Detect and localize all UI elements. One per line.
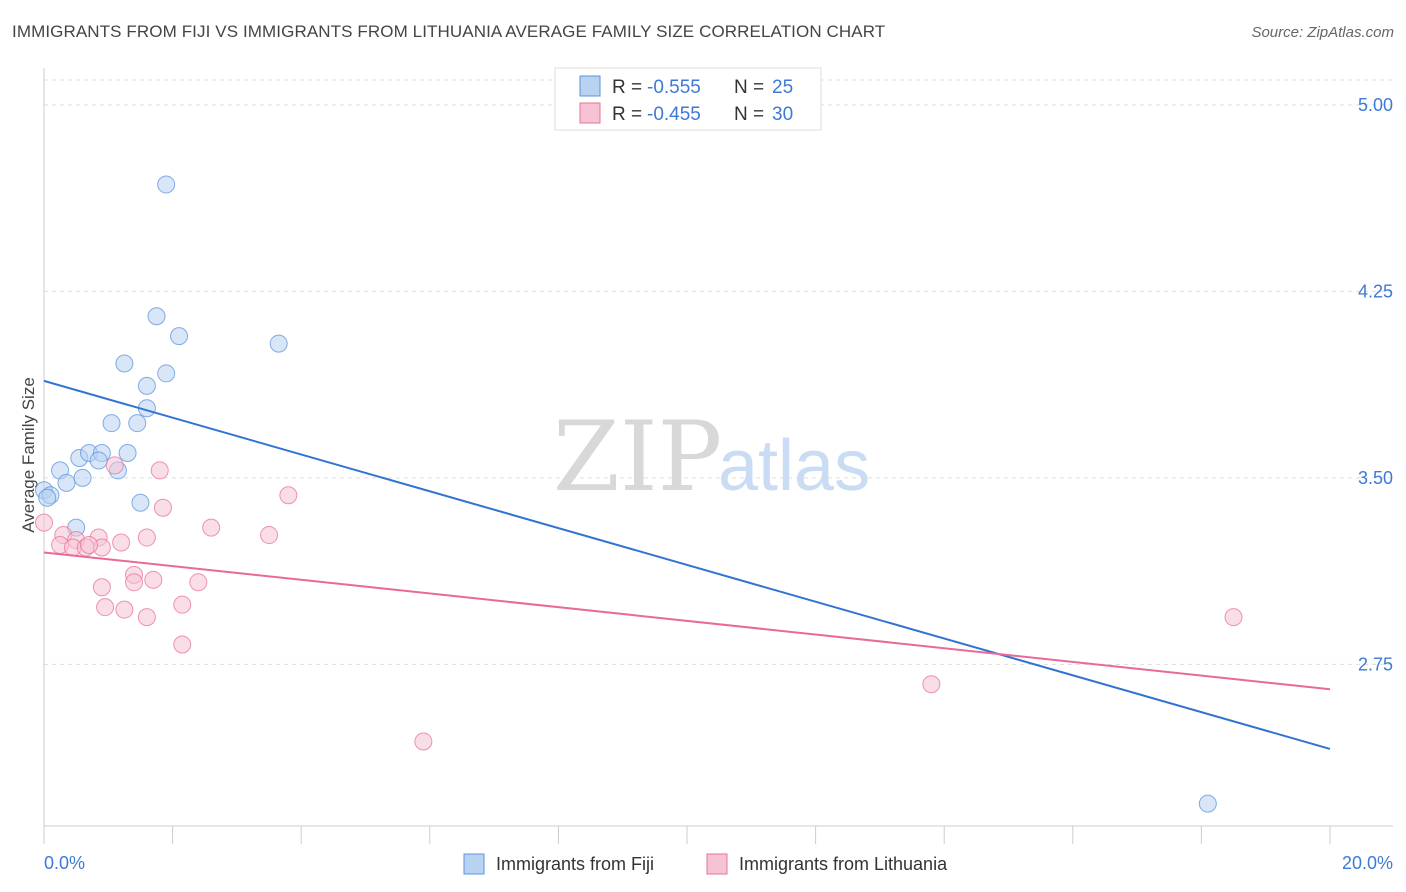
- legend-swatch-fiji: [579, 75, 601, 97]
- fiji-point: [157, 175, 176, 194]
- fiji-point: [157, 364, 176, 383]
- lithuania-point: [125, 573, 144, 592]
- fiji-point: [118, 444, 137, 462]
- lithuania-point: [96, 598, 115, 617]
- lithuania-point: [153, 498, 172, 517]
- legend-fiji-r-label: R =: [612, 77, 642, 98]
- lithuania-point: [92, 578, 111, 597]
- lithuania-trend-line: [43, 551, 1331, 691]
- lithuania-point: [137, 528, 156, 547]
- y-tick-label: 4.25: [1358, 281, 1393, 301]
- bottom-legend-fiji-label: Immigrants from Fiji: [496, 854, 654, 874]
- legend-lithuania-r-label: R =: [612, 104, 642, 125]
- fiji-point: [38, 488, 57, 507]
- lithuania-point: [137, 608, 156, 627]
- legend-swatch-lithuania: [579, 102, 601, 124]
- bottom-legend-swatch-lithuania: [706, 853, 728, 875]
- source-label: Source: ZipAtlas.com: [1251, 24, 1394, 41]
- grid-layer: [44, 79, 1393, 665]
- chart-title: IMMIGRANTS FROM FIJI VS IMMIGRANTS FROM …: [12, 22, 886, 41]
- lithuania-point: [150, 461, 169, 480]
- lithuania-point: [279, 486, 298, 505]
- y-tick-label: 2.75: [1358, 654, 1393, 674]
- lithuania-point: [1224, 608, 1243, 627]
- y-tick-label: 3.50: [1358, 468, 1393, 488]
- bottom-legend-swatch-fiji: [463, 853, 485, 875]
- lithuania-point: [144, 570, 163, 589]
- lithuania-point: [112, 533, 131, 552]
- x-tick-label-min: 0.0%: [44, 853, 85, 873]
- lithuania-point: [202, 518, 221, 537]
- y-tick-label: 5.00: [1358, 95, 1393, 115]
- lithuania-point: [173, 595, 192, 614]
- fiji-point: [137, 376, 156, 395]
- lithuania-point: [35, 513, 53, 532]
- bottom-legend-lithuania-label: Immigrants from Lithuania: [739, 854, 948, 874]
- watermark-atlas: atlas: [718, 426, 870, 506]
- fiji-point: [102, 414, 121, 433]
- fiji-point: [89, 451, 108, 470]
- lithuania-point: [80, 536, 99, 555]
- bottom-legend: Immigrants from Fiji Immigrants from Lit…: [463, 853, 948, 875]
- fiji-point: [170, 327, 189, 346]
- lithuania-point: [115, 600, 134, 619]
- lithuania-point: [922, 675, 941, 694]
- lithuania-point: [414, 732, 433, 751]
- correlation-legend: R = -0.555 N = 25 R = -0.455 N = 30: [554, 67, 822, 131]
- fiji-trend-line: [43, 379, 1331, 750]
- legend-lithuania-n-label: N =: [734, 104, 764, 125]
- y-axis-label: Average Family Size: [19, 377, 38, 533]
- fiji-point: [128, 414, 147, 433]
- fiji-point: [57, 473, 76, 492]
- fiji-point: [1198, 794, 1217, 813]
- legend-lithuania-n-value: 30: [772, 104, 793, 125]
- legend-fiji-r-value: -0.555: [647, 77, 701, 98]
- watermark-zip: ZIP: [553, 401, 722, 513]
- fiji-points: [35, 175, 1217, 813]
- fiji-point: [115, 354, 134, 373]
- fiji-point: [73, 468, 92, 487]
- lithuania-point: [189, 573, 208, 592]
- fiji-point: [269, 334, 288, 353]
- legend-fiji-n-label: N =: [734, 77, 764, 98]
- fiji-point: [147, 307, 166, 326]
- lithuania-point: [173, 635, 192, 654]
- trend-lines: [43, 379, 1331, 750]
- axis-layer: [43, 68, 1393, 844]
- x-tick-label-max: 20.0%: [1342, 853, 1393, 873]
- lithuania-point: [105, 456, 124, 475]
- lithuania-points: [35, 456, 1243, 751]
- lithuania-point: [260, 526, 279, 545]
- legend-lithuania-r-value: -0.455: [647, 104, 701, 125]
- watermark: ZIP atlas: [553, 401, 870, 513]
- fiji-point: [131, 493, 150, 512]
- legend-fiji-n-value: 25: [772, 77, 793, 98]
- y-tick-labels: 2.75 3.50 4.25 5.00: [1358, 95, 1393, 674]
